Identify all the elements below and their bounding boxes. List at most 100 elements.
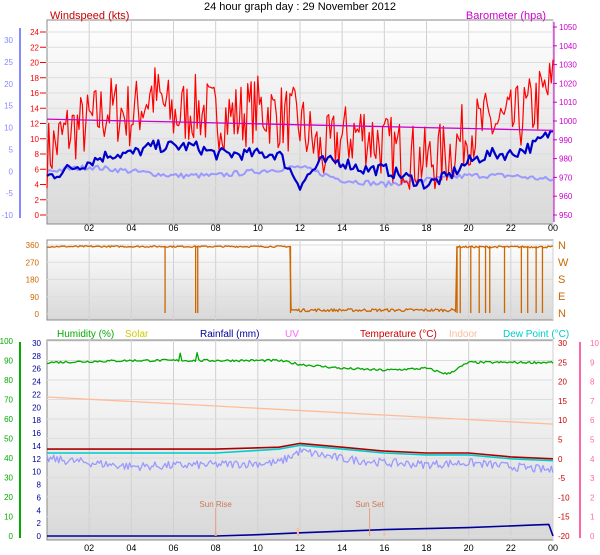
legend-label: UV xyxy=(285,329,299,340)
y-outer-tick-label: 25 xyxy=(4,58,13,67)
y-outer-tick-label: 15 xyxy=(4,102,13,111)
direction-tick-label: 360 xyxy=(26,241,40,250)
x-tick-label: 18 xyxy=(421,223,431,233)
windspeed-axis-title: Windspeed (kts) xyxy=(50,10,129,22)
x-tick-label: 04 xyxy=(126,543,136,553)
y-tick-label: 14 xyxy=(30,104,39,113)
rainfall-tick-label: 14 xyxy=(32,442,41,451)
legend-label: Dew Point (°C) xyxy=(503,329,569,340)
temperature-tick-label: -5 xyxy=(558,474,566,483)
x-tick-label: 06 xyxy=(168,543,178,553)
labels: Windspeed (kts) Barometer (hpa) Sun Rise Su… xyxy=(50,10,569,509)
compass-tick-label: N xyxy=(558,308,566,320)
rainfall-tick-label: 2 xyxy=(37,519,42,528)
humidity-tick-label: 10 xyxy=(4,513,13,522)
temperature-tick-label: 10 xyxy=(558,416,567,425)
y-tick-label: 0 xyxy=(35,211,40,220)
x-tick-label: 10 xyxy=(253,223,263,233)
y-right-tick-label: 1000 xyxy=(559,117,577,126)
rainfall-tick-label: 4 xyxy=(37,506,42,515)
legend-label: Rainfall (mm) xyxy=(200,329,259,340)
x-tick-label: 06 xyxy=(168,223,178,233)
wind-average-line xyxy=(46,129,554,191)
rainfall-tick-label: 10 xyxy=(32,468,41,477)
sun-annotation: Sun Set xyxy=(355,500,384,509)
temperature-tick-label: 0 xyxy=(558,455,563,464)
rainfall-tick-label: 30 xyxy=(32,339,41,348)
x-tick-label: 04 xyxy=(126,223,136,233)
direction-tick-label: 90 xyxy=(30,293,39,302)
rainfall-tick-label: 24 xyxy=(32,378,41,387)
y-tick-label: 20 xyxy=(30,59,39,68)
temperature-tick-label: 15 xyxy=(558,397,567,406)
direction-tick-label: 270 xyxy=(26,258,40,267)
x-tick-label: 02 xyxy=(84,223,94,233)
uv-tick-label: 0 xyxy=(590,532,595,541)
y-tick-label: 12 xyxy=(30,120,39,129)
rainfall-tick-label: 22 xyxy=(32,390,41,399)
wind-direction-line xyxy=(46,245,554,313)
uv-tick-label: 10 xyxy=(590,339,599,348)
y-right-tick-label: 1040 xyxy=(559,42,577,51)
x-tick-label: 14 xyxy=(337,543,347,553)
windspeed-line xyxy=(46,59,554,190)
temperature-line xyxy=(47,442,554,460)
barometer-axis-title: Barometer (hpa) xyxy=(466,10,546,22)
uv-tick-label: 5 xyxy=(590,436,595,445)
y-right-tick-label: 980 xyxy=(559,155,573,164)
temperature-tick-label: 30 xyxy=(558,339,567,348)
compass-tick-label: E xyxy=(558,291,565,303)
rainfall-tick-label: 8 xyxy=(37,481,42,490)
humidity-tick-label: 70 xyxy=(4,396,13,405)
x-tick-label: 00 xyxy=(548,223,558,233)
rainfall-tick-label: 18 xyxy=(32,416,41,425)
direction-tick-label: 0 xyxy=(35,310,40,319)
rainfall-tick-label: 16 xyxy=(32,429,41,438)
barometer-line xyxy=(46,118,554,132)
y-tick-label: 18 xyxy=(30,74,39,83)
x-tick-label: 08 xyxy=(211,543,221,553)
uv-tick-label: 7 xyxy=(590,397,595,406)
rainfall-tick-label: 20 xyxy=(32,403,41,412)
y-right-tick-label: 1050 xyxy=(559,23,577,32)
y-outer-tick-label: -10 xyxy=(1,211,13,220)
legend-label: Temperature (°C) xyxy=(360,329,437,340)
uv-tick-label: 8 xyxy=(590,378,595,387)
humidity-tick-label: 60 xyxy=(4,415,13,424)
y-tick-label: 24 xyxy=(30,28,39,37)
y-tick-label: 16 xyxy=(30,89,39,98)
uv-tick-label: 9 xyxy=(590,358,595,367)
rainfall-tick-label: 26 xyxy=(32,365,41,374)
x-tick-label: 02 xyxy=(84,543,94,553)
rainfall-line xyxy=(47,523,554,537)
x-tick-label: 20 xyxy=(464,543,474,553)
y-tick-label: 10 xyxy=(30,135,39,144)
y-tick-label: 2 xyxy=(35,196,40,205)
indoor-line xyxy=(46,396,554,425)
rainfall-tick-label: 28 xyxy=(32,352,41,361)
x-tick-label: 12 xyxy=(295,543,305,553)
x-tick-label: 00 xyxy=(548,543,558,553)
x-tick-label: 16 xyxy=(379,223,389,233)
x-tick-label: 22 xyxy=(506,223,516,233)
y-right-tick-label: 1030 xyxy=(559,61,577,70)
temperature-tick-label: -20 xyxy=(558,532,570,541)
uv-tick-label: 3 xyxy=(590,474,595,483)
sun-annotation: Sun Rise xyxy=(199,500,232,509)
y-tick-label: 8 xyxy=(35,150,40,159)
temperature-tick-label: -15 xyxy=(558,513,570,522)
humidity-tick-label: 100 xyxy=(0,337,14,346)
y-outer-tick-label: 30 xyxy=(4,36,13,45)
y-outer-tick-label: 5 xyxy=(9,145,14,154)
direction-tick-label: 180 xyxy=(26,276,40,285)
temperature-tick-label: 25 xyxy=(558,358,567,367)
y-right-tick-label: 990 xyxy=(559,136,573,145)
x-tick-label: 12 xyxy=(295,223,305,233)
humidity-tick-label: 80 xyxy=(4,376,13,385)
dewpoint-trace-line xyxy=(46,447,554,473)
uv-tick-label: 4 xyxy=(590,455,595,464)
temperature-tick-label: 5 xyxy=(558,436,563,445)
humidity-tick-label: 20 xyxy=(4,493,13,502)
rainfall-tick-label: 0 xyxy=(37,532,42,541)
x-tick-label: 14 xyxy=(337,223,347,233)
